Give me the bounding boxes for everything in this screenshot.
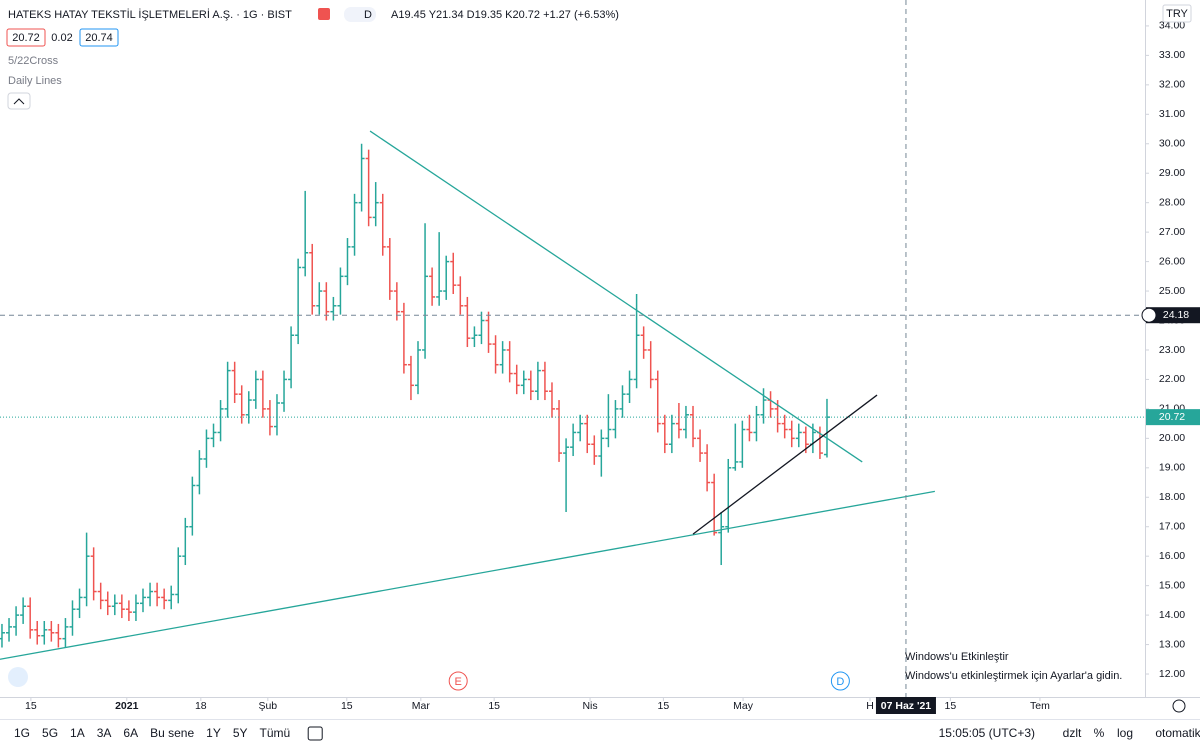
y-tick-label: 32.00 <box>1159 79 1185 91</box>
x-tick-label: Mar <box>412 700 431 712</box>
crosshair-x-label: 07 Haz '21 <box>881 700 932 712</box>
x-tick-label: Şub <box>258 700 277 712</box>
event-label: E <box>455 676 462 688</box>
y-tick-label: 30.00 <box>1159 138 1185 150</box>
ohlc-values: A19.45 Y21.34 D19.35 K20.72 +1.27 (+6.53… <box>391 9 619 21</box>
x-tick-label: May <box>733 700 754 712</box>
watermark: Windows'u Etkinleştir <box>905 651 1009 663</box>
range-button[interactable]: 5G <box>42 726 58 740</box>
y-tick-label: 19.00 <box>1159 462 1185 474</box>
indicator-label: Daily Lines <box>8 75 62 87</box>
range-button[interactable]: 1G <box>14 726 30 740</box>
date-range-icon[interactable] <box>307 726 323 741</box>
y-tick-label: 17.00 <box>1159 521 1185 533</box>
x-tick-label: 15 <box>945 700 957 712</box>
toolbar: 1G 5G 1A 3A 6A Bu sene 1Y 5Y Tümü 15:05:05 (UTC+3… <box>14 726 1200 741</box>
bid-box <box>6 28 46 47</box>
overlay: HATEKS HATAY TEKSTİL İŞLETMELERİ A.Ş. · … <box>6 4 1192 713</box>
y-tick-label: 14.00 <box>1159 609 1185 621</box>
flag-icon <box>318 8 330 20</box>
scale-option[interactable]: log <box>1117 726 1133 740</box>
add-button[interactable] <box>1141 307 1157 323</box>
event-marker[interactable] <box>448 671 468 691</box>
x-tick-label: H <box>866 700 874 712</box>
clock: 15:05:05 (UTC+3) <box>939 726 1035 740</box>
y-tick-label: 18.00 <box>1159 491 1185 503</box>
settings-icon[interactable] <box>1172 699 1186 713</box>
range-button[interactable]: 1A <box>70 726 85 740</box>
trend-line <box>369 130 863 463</box>
x-tick-label: 18 <box>195 700 207 712</box>
y-tick-label: 34.00 <box>1159 20 1185 32</box>
ask-box <box>79 28 119 47</box>
y-tick-label: 12.00 <box>1159 668 1185 680</box>
x-tick-label: 15 <box>658 700 670 712</box>
spread: 0.02 <box>51 32 72 44</box>
x-tick-label: 2021 <box>115 700 139 712</box>
watermark: Windows'u etkinleştirmek için Ayarlar'a … <box>905 670 1122 682</box>
trend-line <box>692 394 878 535</box>
last-price-box <box>1146 409 1200 426</box>
x-tick-label: 15 <box>341 700 353 712</box>
y-tick-label: 20.00 <box>1159 432 1185 444</box>
chevron <box>13 98 25 105</box>
collapse-button[interactable] <box>7 92 31 110</box>
range-button[interactable]: 5Y <box>233 726 248 740</box>
bid: 20.72 <box>12 32 40 44</box>
scale-option[interactable]: % <box>1094 726 1105 740</box>
y-tick-label: 16.00 <box>1159 550 1185 562</box>
symbol-title: HATEKS HATAY TEKSTİL İŞLETMELERİ A.Ş. · … <box>8 8 292 21</box>
event-label: D <box>836 676 844 688</box>
x-tick-label: Tem <box>1030 700 1050 712</box>
currency: TRY <box>1166 8 1188 20</box>
crosshair-y-label: 24.18 <box>1163 309 1189 321</box>
trend-line <box>0 490 935 660</box>
indicator-label: 5/22Cross <box>8 55 59 67</box>
d-badge: D <box>364 9 372 21</box>
logo <box>8 667 28 687</box>
y-tick-label: 22.00 <box>1159 373 1185 385</box>
y-tick-label: 28.00 <box>1159 196 1185 208</box>
y-tick-label: 31.00 <box>1159 108 1185 120</box>
range-button[interactable]: 1Y <box>206 726 221 740</box>
y-tick-label: 29.00 <box>1159 167 1185 179</box>
range-button[interactable]: 6A <box>123 726 138 740</box>
ask: 20.74 <box>85 32 113 44</box>
crosshair-y-box <box>1146 307 1200 324</box>
y-tick-label: 26.00 <box>1159 255 1185 267</box>
scale-option[interactable]: dzlt <box>1063 726 1082 740</box>
y-tick-label: 15.00 <box>1159 579 1185 591</box>
x-tick-label: Nis <box>582 700 597 712</box>
y-tick-label: 23.00 <box>1159 344 1185 356</box>
plot: 12.00 13.00 14.00 15.00 16.00 17.00 18.00 19.00… <box>0 0 1200 714</box>
y-tick-label: 13.00 <box>1159 638 1185 650</box>
y-tick-label: 33.00 <box>1159 49 1185 61</box>
currency-box <box>1162 4 1192 23</box>
range-button[interactable]: 3A <box>97 726 112 740</box>
crosshair-x-box <box>875 697 936 714</box>
event-marker[interactable] <box>830 671 850 691</box>
range-button[interactable]: Tümü <box>260 726 291 740</box>
x-tick-label: 15 <box>25 700 37 712</box>
last-price-label: 20.72 <box>1159 411 1185 423</box>
y-tick-label: 25.00 <box>1159 285 1185 297</box>
y-tick-label: 27.00 <box>1159 226 1185 238</box>
x-tick-label: 15 <box>488 700 500 712</box>
range-button[interactable]: Bu sene <box>150 726 194 740</box>
scale-option[interactable]: otomatik <box>1155 726 1200 740</box>
toggle[interactable] <box>344 7 376 22</box>
